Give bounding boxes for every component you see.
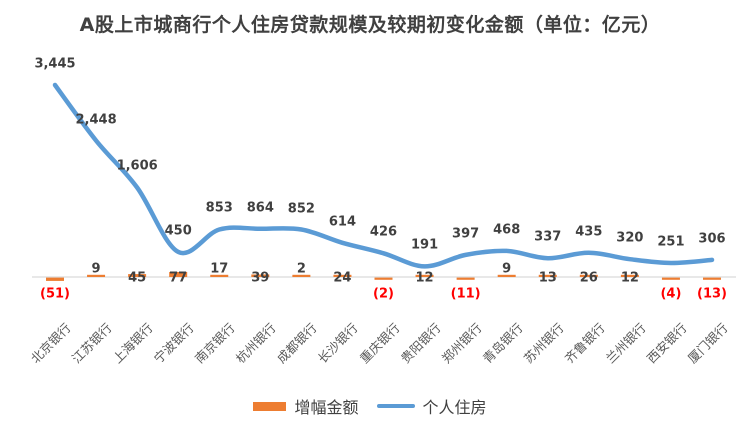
bar-上海银行 (128, 274, 147, 277)
legend-item-bar-series: 增幅金额 (253, 394, 359, 418)
bar-贵阳银行 (415, 274, 434, 277)
legend: 增幅金额 个人住房 (0, 394, 740, 418)
bar-长沙银行 (333, 274, 352, 277)
bar-江苏银行 (87, 274, 106, 277)
bar-series-swatch-icon (253, 401, 287, 411)
bar-杭州银行 (251, 274, 270, 277)
bar-齐鲁银行 (579, 274, 598, 277)
bar-西安银行 (661, 277, 680, 280)
bar-宁波银行 (169, 271, 188, 277)
bar-南京银行 (210, 274, 229, 277)
bar-厦门银行 (703, 277, 721, 280)
line-series-swatch-icon (376, 404, 415, 408)
legend-item-line-series: 个人住房 (376, 394, 487, 418)
bar-青岛银行 (497, 274, 516, 277)
bar-苏州银行 (538, 274, 557, 277)
legend-bar-series-label: 增幅金额 (294, 398, 359, 417)
legend-line-series-label: 个人住房 (422, 398, 487, 417)
line-series-path (52, 82, 715, 269)
bar-郑州银行 (456, 277, 475, 280)
bar-成都银行 (292, 274, 311, 277)
chart-title: A股上市城商行个人住房贷款规模及较期初变化金额（单位：亿元） (79, 14, 661, 36)
bar-兰州银行 (620, 274, 639, 277)
bar-北京银行 (46, 277, 64, 281)
bar-重庆银行 (374, 277, 393, 280)
